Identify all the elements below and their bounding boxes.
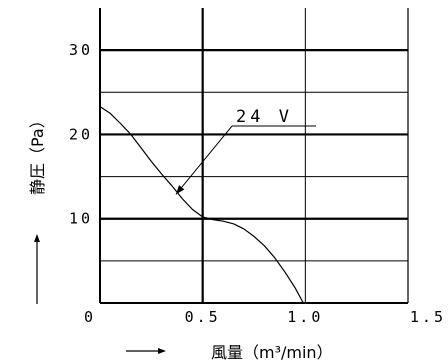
series-line — [99, 106, 304, 304]
x-axis-arrowhead — [158, 348, 166, 354]
y-tick-label: 30 — [69, 41, 93, 59]
annotation-label: 24 V — [236, 107, 293, 127]
y-axis-label-group: 静圧（Pa） — [28, 112, 47, 304]
x-axis-label: 風量（m³/min） — [211, 343, 333, 362]
grid — [100, 8, 408, 303]
x-axis-label-group: 風量（m³/min） — [126, 343, 333, 362]
x-tick-label: 0.5 — [185, 308, 221, 326]
annotation-leader — [175, 125, 233, 195]
axes — [99, 8, 409, 304]
y-axis-arrowhead — [34, 234, 40, 242]
tick-labels: 0 0.5 1.0 1.5 10 20 30 — [69, 41, 446, 326]
y-tick-label: 10 — [69, 210, 93, 228]
x-tick-label: 0 — [84, 308, 96, 326]
y-axis-label: 静圧（Pa） — [28, 112, 47, 195]
curves — [99, 106, 304, 304]
annotation-arrowhead — [175, 185, 185, 195]
annotations: 24 V — [175, 107, 316, 195]
y-tick-label: 20 — [69, 125, 93, 143]
x-tick-label: 1.0 — [287, 308, 323, 326]
x-tick-label: 1.5 — [410, 308, 446, 326]
